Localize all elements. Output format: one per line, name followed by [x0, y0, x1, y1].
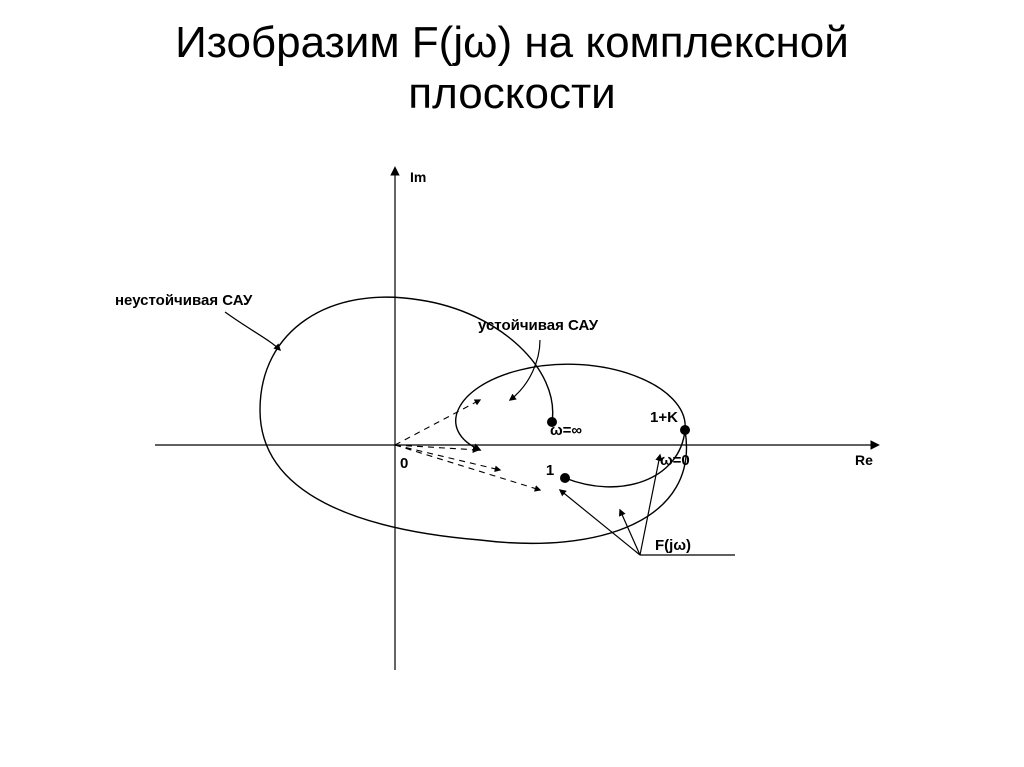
- label-omega-zero: ω=0: [660, 452, 690, 469]
- radius-vector-3: [395, 445, 540, 490]
- re-axis-label: Re: [855, 452, 873, 468]
- leader-fjw: [560, 455, 735, 555]
- label-one: 1: [546, 462, 554, 479]
- leader-stable: [510, 340, 540, 400]
- point-one-plus-k: [680, 425, 690, 435]
- label-omega-inf: ω=∞: [550, 422, 582, 439]
- point-one: [560, 473, 570, 483]
- label-fjw: F(jω): [655, 537, 691, 554]
- leader-fjw-arrow-2: [620, 510, 640, 555]
- complex-plane-diagram: Im Re 0 неустойчивая САУ устойчивая САУ: [0, 0, 1024, 767]
- leader-fjw-arrow-1: [560, 490, 640, 555]
- radius-vector-2: [395, 445, 500, 470]
- radius-vector-4: [395, 400, 480, 445]
- origin-label: 0: [400, 455, 408, 472]
- im-axis-label: Im: [410, 169, 426, 185]
- label-stable: устойчивая САУ: [478, 317, 599, 334]
- label-unstable: неустойчивая САУ: [115, 292, 253, 309]
- unstable-curve: [260, 297, 686, 543]
- leader-unstable: [225, 312, 280, 350]
- axes: Im Re 0: [155, 168, 878, 670]
- label-one-plus-k: 1+K: [650, 409, 678, 426]
- page-root: Изобразим F(jω) на комплексной плоскости…: [0, 0, 1024, 767]
